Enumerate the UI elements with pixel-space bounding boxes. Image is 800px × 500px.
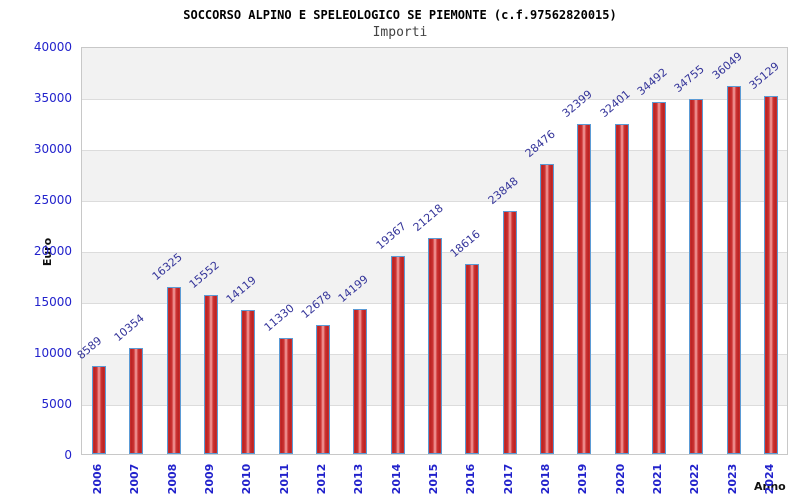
gridline	[82, 99, 787, 100]
y-tick-label: 30000	[33, 142, 72, 156]
bar-2015	[428, 238, 442, 454]
bar-2014	[391, 256, 405, 454]
grid-band	[82, 99, 787, 150]
x-tick-label-2017: 2017	[502, 463, 515, 495]
y-tick-label: 5000	[41, 397, 72, 411]
x-tick-label-2024: 2024	[763, 463, 776, 495]
x-tick-label-2016: 2016	[464, 463, 477, 495]
bar-2023	[727, 86, 741, 454]
bar-2013	[353, 309, 367, 454]
bar-2009	[204, 295, 218, 454]
gridline	[82, 150, 787, 151]
bar-2016	[465, 264, 479, 454]
y-tick-label: 35000	[33, 91, 72, 105]
bar-2007	[129, 348, 143, 454]
y-tick-label: 15000	[33, 295, 72, 309]
x-tick-label-2007: 2007	[128, 463, 141, 495]
x-tick-label-2018: 2018	[539, 463, 552, 495]
x-tick-label-2023: 2023	[726, 463, 739, 495]
x-tick-label-2020: 2020	[614, 463, 627, 495]
bar-2010	[241, 310, 255, 454]
bar-2011	[279, 338, 293, 454]
x-tick-label-2012: 2012	[315, 463, 328, 495]
x-axis-title: Anno	[754, 480, 786, 493]
y-tick-label: 20000	[33, 244, 72, 258]
x-tick-label-2006: 2006	[91, 463, 104, 495]
x-tick-label-2015: 2015	[427, 463, 440, 495]
bar-2019	[577, 124, 591, 454]
chart-title: SOCCORSO ALPINO E SPELEOLOGICO SE PIEMON…	[183, 8, 617, 22]
bar-2022	[689, 99, 703, 454]
bar-2008	[167, 287, 181, 454]
grid-band	[82, 150, 787, 201]
plot-area	[81, 47, 788, 455]
bar-2024	[764, 96, 778, 454]
bar-2021	[652, 102, 666, 454]
bar-2018	[540, 164, 554, 454]
x-tick-label-2019: 2019	[576, 463, 589, 495]
x-tick-label-2010: 2010	[240, 463, 253, 495]
x-tick-label-2013: 2013	[352, 463, 365, 495]
gridline	[82, 201, 787, 202]
x-tick-label-2011: 2011	[278, 463, 291, 495]
chart-subtitle: Importi	[372, 25, 428, 40]
y-tick-label: 25000	[33, 193, 72, 207]
grid-band	[82, 48, 787, 99]
x-tick-label-2008: 2008	[166, 463, 179, 495]
y-tick-label: 40000	[33, 40, 72, 54]
bar-2006	[92, 366, 106, 454]
x-tick-label-2009: 2009	[203, 463, 216, 495]
y-tick-label: 10000	[33, 346, 72, 360]
bar-2017	[503, 211, 517, 454]
x-tick-label-2014: 2014	[390, 463, 403, 495]
bar-2012	[316, 325, 330, 454]
x-tick-label-2022: 2022	[688, 463, 701, 495]
x-tick-label-2021: 2021	[651, 463, 664, 495]
bar-2020	[615, 124, 629, 454]
y-tick-label: 0	[64, 448, 72, 462]
